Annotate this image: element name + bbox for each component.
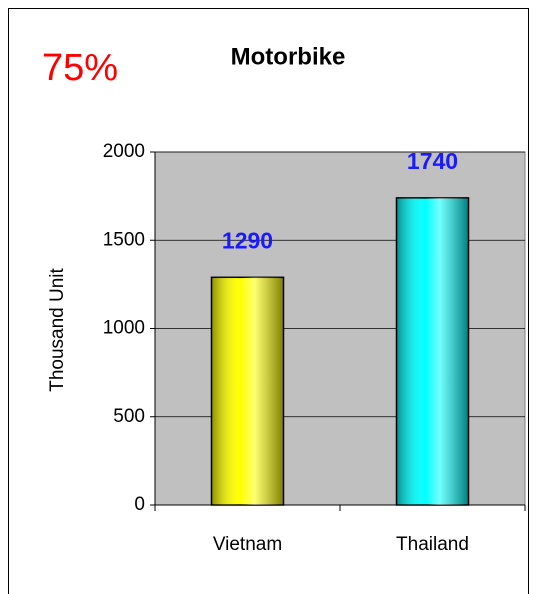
data-label: 1740 <box>407 148 458 174</box>
bar <box>210 276 285 506</box>
y-tick-label: 2000 <box>103 141 145 162</box>
data-label: 1290 <box>222 227 273 253</box>
y-tick-label: 500 <box>113 406 145 427</box>
chart-title: Motorbike <box>231 43 346 70</box>
chart-border <box>8 8 529 594</box>
x-tick-label: Vietnam <box>213 534 282 555</box>
annotation: 75% <box>42 47 118 89</box>
y-axis-label: Thousand Unit <box>47 267 68 391</box>
bar <box>395 197 470 506</box>
x-tick-label: Thailand <box>396 534 469 555</box>
y-tick-label: 1000 <box>103 318 145 339</box>
y-tick-label: 0 <box>134 494 145 515</box>
y-tick-label: 1500 <box>103 229 145 250</box>
